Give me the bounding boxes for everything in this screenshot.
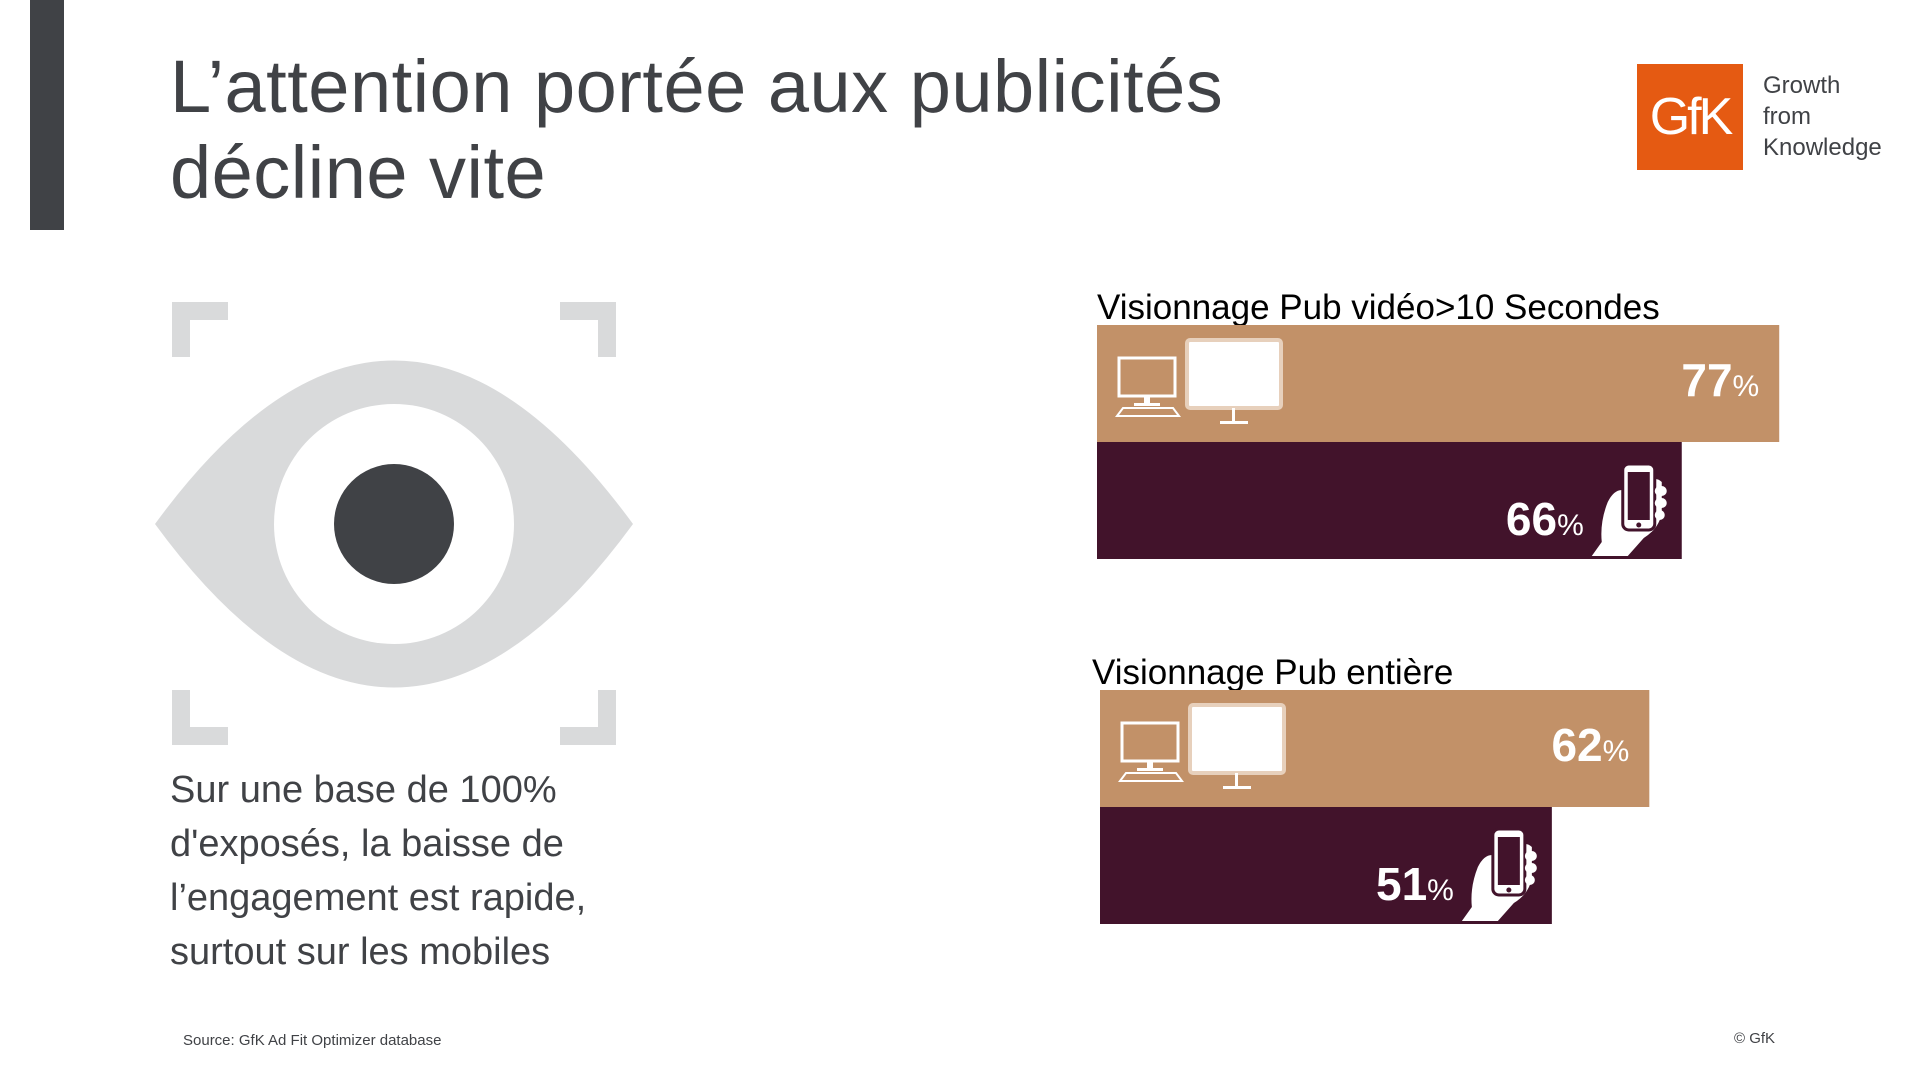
hand-holding-phone-icon bbox=[1591, 462, 1667, 556]
description-line-2: d'exposés, la baisse de bbox=[170, 823, 564, 865]
gfk-logo-tagline: Growth from Knowledge bbox=[1763, 70, 1920, 163]
bar-value-label: 62% bbox=[1551, 719, 1629, 771]
accent-bar bbox=[30, 0, 64, 230]
bar-value-label: 51% bbox=[1376, 858, 1454, 910]
title-line-2: décline vite bbox=[170, 131, 547, 214]
description-line-4: surtout sur les mobiles bbox=[170, 931, 551, 973]
slide-title: L’attention portée aux publicités déclin… bbox=[170, 44, 1270, 216]
hand-holding-phone-icon bbox=[1461, 827, 1537, 921]
group-title: Visionnage Pub vidéo>10 Secondes bbox=[1097, 290, 1660, 327]
desktop-computer-icon bbox=[1118, 703, 1286, 789]
attention-bar-chart: Visionnage Pub vidéo>10 Secondes77%66%Vi… bbox=[1092, 290, 1780, 924]
bar-group-2: Visionnage Pub entière 62% 51% bbox=[1092, 653, 1650, 924]
description-line-1: Sur une base de 100% bbox=[170, 769, 557, 811]
logo-tagline-line-1: Growth bbox=[1763, 72, 1841, 99]
copyright-note: © GfK bbox=[1734, 1030, 1776, 1047]
bar-value-label: 66% bbox=[1506, 493, 1584, 545]
eye-icon bbox=[155, 302, 633, 745]
title-line-1: L’attention portée aux publicités bbox=[170, 45, 1224, 128]
source-note: Source: GfK Ad Fit Optimizer database bbox=[183, 1032, 442, 1049]
eye-pupil bbox=[334, 464, 454, 584]
gfk-logo-mark: GfK bbox=[1637, 64, 1743, 170]
viewfinder-corners bbox=[172, 302, 616, 745]
description-text: Sur une base de 100% d'exposés, la baiss… bbox=[170, 763, 710, 979]
bar-value-label: 77% bbox=[1681, 354, 1759, 406]
bar-group-1: Visionnage Pub vidéo>10 Secondes 77% 66% bbox=[1097, 290, 1780, 559]
logo-tagline-line-3: Knowledge bbox=[1763, 134, 1882, 161]
description-line-3: l’engagement est rapide, bbox=[170, 877, 587, 919]
logo-tagline-line-2: from bbox=[1763, 103, 1811, 130]
group-title: Visionnage Pub entière bbox=[1092, 653, 1453, 692]
desktop-computer-icon bbox=[1115, 338, 1283, 424]
mobile-bar bbox=[1097, 442, 1682, 559]
